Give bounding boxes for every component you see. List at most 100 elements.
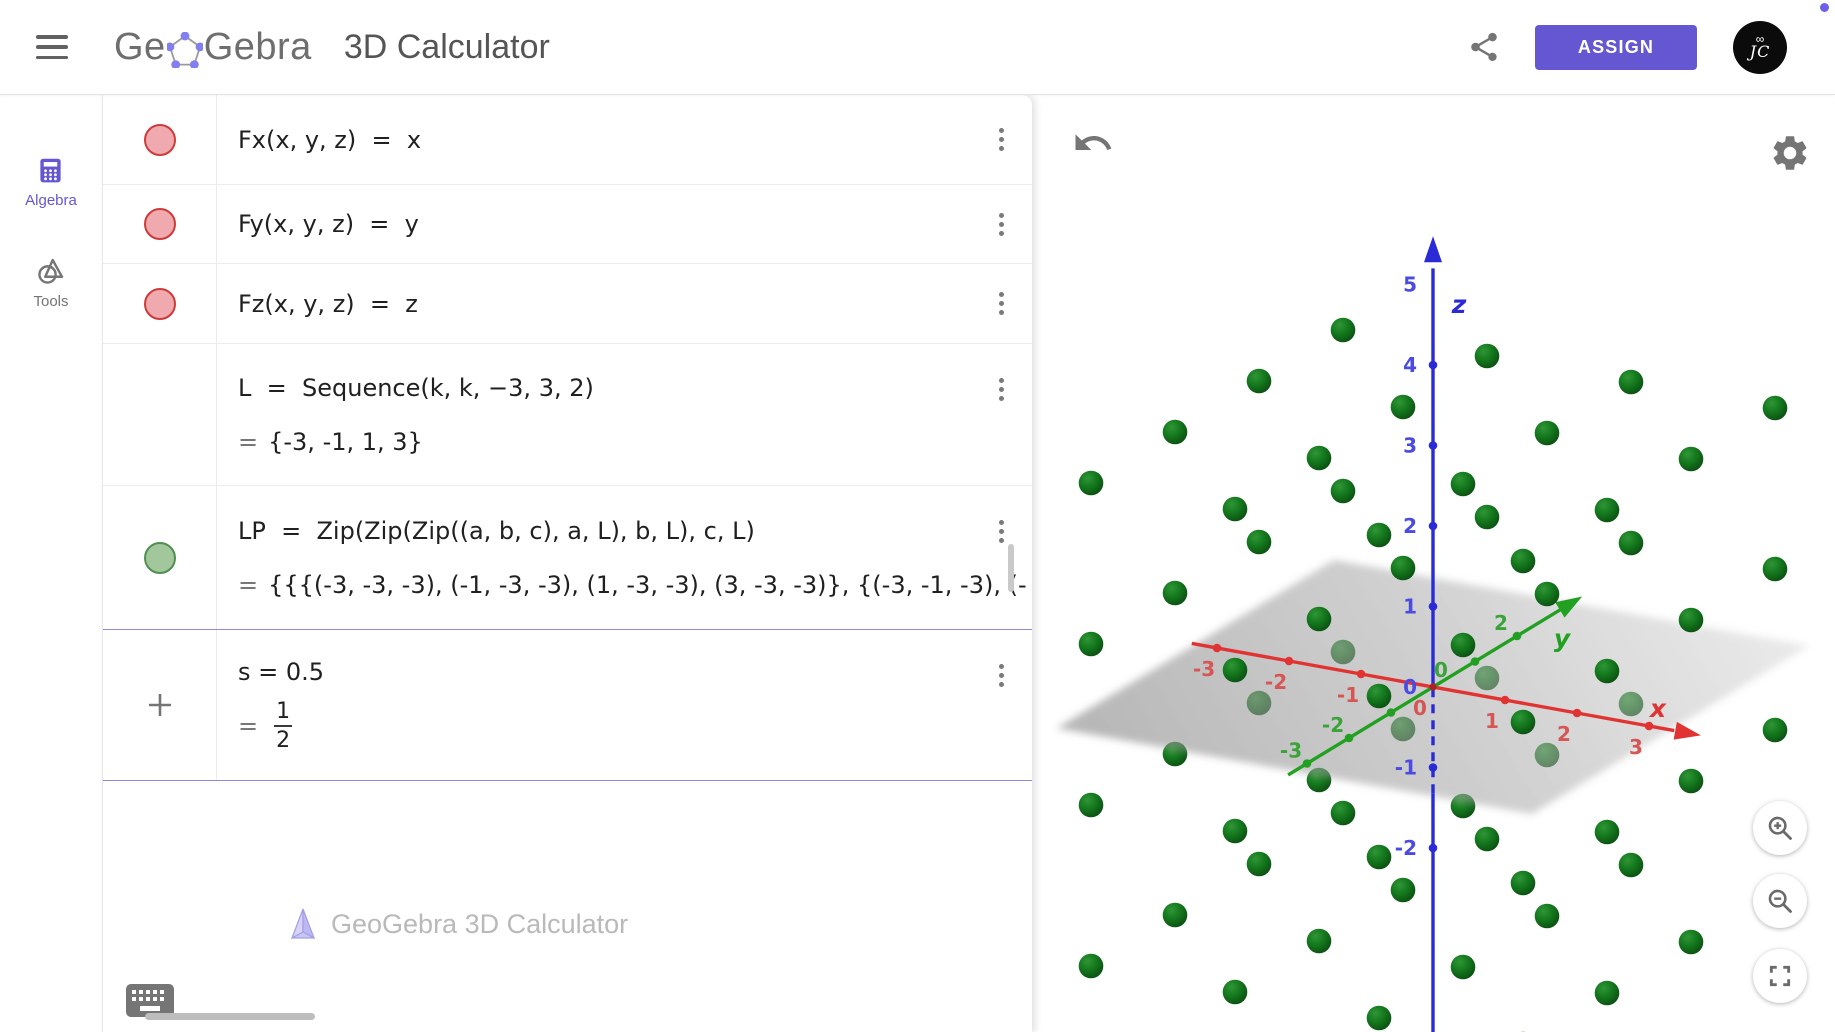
vertical-scrollbar[interactable] (1008, 544, 1014, 592)
assign-button[interactable]: ASSIGN (1535, 24, 1697, 70)
zoom-out-button[interactable] (1753, 874, 1807, 928)
row-menu-button[interactable] (970, 630, 1032, 780)
settings-button[interactable] (1769, 132, 1811, 174)
lattice-point[interactable] (1366, 522, 1392, 548)
expression-l[interactable]: L = Sequence(k, k, −3, 3, 2) (238, 373, 594, 402)
sidebar-item-algebra[interactable]: Algebra (25, 157, 77, 209)
lattice-point[interactable] (1306, 606, 1332, 632)
lattice-point[interactable] (1390, 555, 1416, 581)
lattice-point[interactable] (1618, 369, 1644, 395)
zoom-in-button[interactable] (1753, 801, 1807, 855)
lattice-point[interactable] (1366, 844, 1392, 870)
avatar[interactable]: ∞ JC (1733, 20, 1787, 74)
share-button[interactable] (1467, 30, 1501, 64)
y-axis-tick (1470, 657, 1480, 666)
lattice-point[interactable] (1330, 317, 1356, 343)
expression-fy[interactable]: Fy(x, y, z) = y (238, 210, 419, 238)
kebab-menu-icon (998, 520, 1004, 543)
lattice-point[interactable] (1306, 928, 1332, 954)
x-axis-arrow (1673, 721, 1701, 740)
lattice-point[interactable] (1678, 768, 1704, 794)
keyboard-toggle-button[interactable] (125, 983, 175, 1019)
lattice-point[interactable] (1366, 1005, 1392, 1031)
add-input-button[interactable] (146, 691, 174, 719)
visibility-toggle[interactable] (143, 208, 176, 240)
lattice-point[interactable] (1474, 504, 1500, 530)
z-axis-arrow (1424, 236, 1442, 263)
lattice-point[interactable] (1510, 870, 1536, 896)
visibility-toggle[interactable] (143, 287, 176, 320)
lattice-point[interactable] (1078, 631, 1104, 657)
expression-fx[interactable]: Fx(x, y, z) = x (238, 125, 422, 154)
lattice-point[interactable] (1330, 800, 1356, 826)
expression-fz[interactable]: Fz(x, y, z) = z (238, 289, 418, 318)
z-axis-tick (1428, 521, 1438, 531)
lattice-point[interactable] (1534, 903, 1560, 929)
lattice-point[interactable] (1390, 394, 1416, 420)
lattice-point[interactable] (1618, 530, 1644, 556)
lattice-point[interactable] (1618, 852, 1644, 878)
gear-icon (1773, 136, 1807, 170)
lattice-point[interactable] (1510, 548, 1536, 574)
lattice-point[interactable] (1450, 954, 1476, 980)
lattice-point[interactable] (1222, 818, 1248, 844)
lattice-point[interactable] (1078, 470, 1104, 496)
lattice-point[interactable] (1162, 580, 1188, 606)
lattice-point[interactable] (1222, 657, 1248, 683)
lattice-point[interactable] (1450, 632, 1476, 658)
row-menu-button[interactable] (970, 486, 1032, 629)
axis-tick-label: -2 (1395, 836, 1417, 860)
menu-button[interactable] (36, 35, 68, 59)
lattice-point[interactable] (1594, 980, 1620, 1006)
lattice-point[interactable] (1762, 395, 1788, 421)
zoom-out-icon (1768, 889, 1792, 913)
lattice-point[interactable] (1762, 717, 1788, 743)
lattice-point[interactable] (1534, 581, 1560, 607)
expression-lp[interactable]: LP = Zip(Zip(Zip((a, b, c), a, L), b, L)… (238, 516, 755, 545)
undo-button[interactable] (1072, 125, 1114, 161)
lattice-point[interactable] (1474, 826, 1500, 852)
row-menu-button[interactable] (970, 344, 1032, 485)
row-menu-button[interactable] (970, 185, 1032, 263)
lattice-point[interactable] (1510, 709, 1536, 735)
lattice-point[interactable] (1162, 902, 1188, 928)
logo-text-suffix: Gebra (203, 25, 312, 68)
sidebar-item-tools[interactable]: Tools (33, 257, 69, 310)
lattice-point[interactable] (1390, 877, 1416, 903)
lattice-point[interactable] (1222, 496, 1248, 522)
lattice-point[interactable] (1534, 420, 1560, 446)
y-axis-tick (1302, 759, 1312, 768)
lattice-point[interactable] (1678, 607, 1704, 633)
visibility-toggle[interactable] (143, 123, 176, 156)
lattice-point[interactable] (1678, 446, 1704, 472)
visibility-toggle[interactable] (143, 541, 176, 574)
lattice-point[interactable] (1594, 497, 1620, 523)
lattice-point[interactable] (1246, 529, 1272, 555)
pyramid-icon (290, 908, 316, 940)
lattice-point[interactable] (1594, 819, 1620, 845)
lattice-point[interactable] (1306, 445, 1332, 471)
sidebar-item-label: Tools (33, 293, 69, 310)
lattice-point[interactable] (1594, 658, 1620, 684)
lattice-point[interactable] (1162, 419, 1188, 445)
horizontal-scrollbar[interactable] (145, 1013, 315, 1020)
lattice-point[interactable] (1678, 929, 1704, 955)
axes (1191, 236, 1701, 1032)
x-axis-label: x (1648, 694, 1667, 723)
lattice-point[interactable] (1762, 556, 1788, 582)
lattice-point[interactable] (1222, 979, 1248, 1005)
row-menu-button[interactable] (970, 264, 1032, 343)
lattice-point[interactable] (1078, 792, 1104, 818)
lattice-point[interactable] (1078, 953, 1104, 979)
lattice-point[interactable] (1366, 683, 1392, 709)
logo-pentagon-icon (166, 32, 203, 68)
expression-s[interactable]: s = 0.5 (238, 657, 325, 686)
row-menu-button[interactable] (970, 95, 1032, 184)
lattice-point[interactable] (1474, 343, 1500, 369)
lattice-point[interactable] (1246, 368, 1272, 394)
lattice-point[interactable] (1450, 471, 1476, 497)
lattice-point[interactable] (1246, 851, 1272, 877)
fullscreen-button[interactable] (1753, 949, 1807, 1003)
lattice-point[interactable] (1330, 478, 1356, 504)
